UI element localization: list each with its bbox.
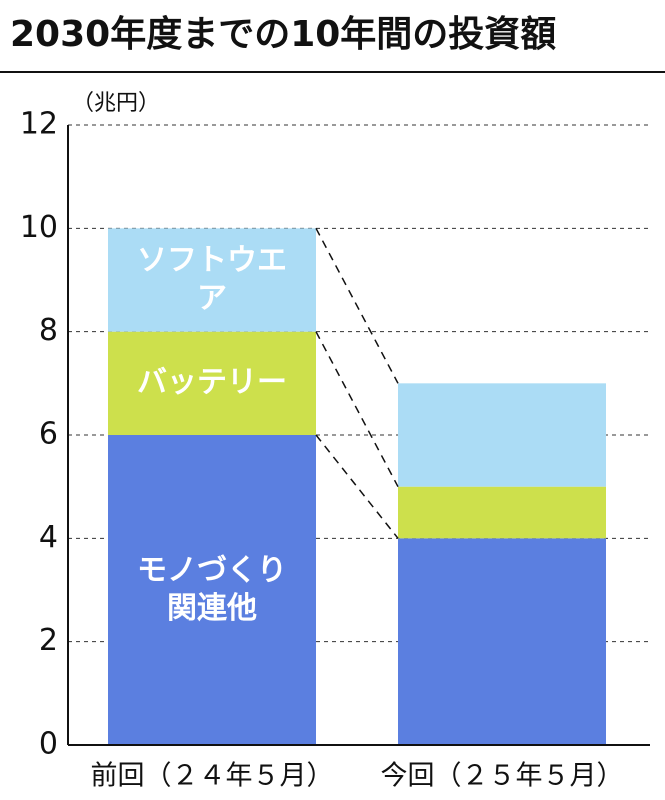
x-tick-label: 前回（２４年５月） [91, 761, 334, 792]
y-tick-label: 0 [39, 727, 58, 762]
bar-segment [398, 538, 606, 745]
y-tick-label: 6 [39, 417, 58, 452]
connector-line [315, 331, 399, 488]
y-tick-label: 10 [20, 210, 58, 245]
bar-segment [108, 228, 316, 332]
bar-segment [108, 331, 316, 435]
y-axis-label: （兆円） [72, 91, 160, 116]
connector-line [315, 434, 399, 539]
x-tick-label: 今回（２５年５月） [381, 761, 624, 792]
bar-segment [108, 435, 316, 745]
segment-label: ソフトウエア [137, 243, 287, 316]
bar-segment [398, 486, 606, 539]
chart-title: 2030年度までの10年間の投資額 [10, 14, 556, 55]
bar-segment [398, 383, 606, 487]
y-tick-label: 4 [39, 520, 58, 555]
segment-label: モノづくり関連他 [137, 553, 287, 626]
connector-line [315, 227, 399, 384]
y-tick-label: 12 [20, 107, 58, 142]
y-tick-label: 2 [39, 623, 58, 658]
segment-label: バッテリー [137, 365, 287, 401]
y-tick-label: 8 [39, 313, 58, 348]
